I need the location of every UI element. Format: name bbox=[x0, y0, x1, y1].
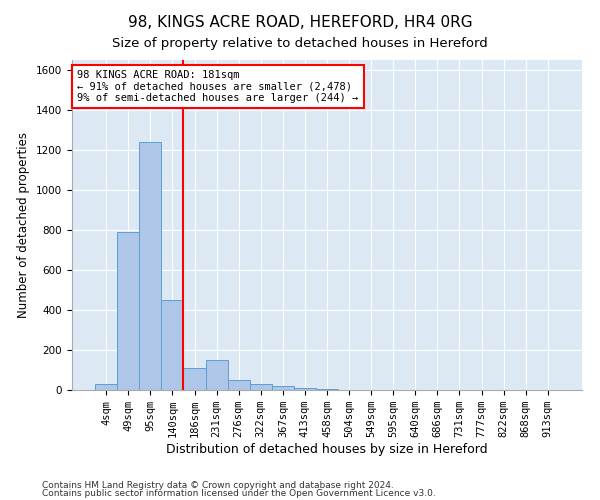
Text: Contains public sector information licensed under the Open Government Licence v3: Contains public sector information licen… bbox=[42, 489, 436, 498]
Y-axis label: Number of detached properties: Number of detached properties bbox=[17, 132, 31, 318]
Bar bbox=[272, 386, 294, 390]
Bar bbox=[117, 232, 139, 390]
Text: 98 KINGS ACRE ROAD: 181sqm
← 91% of detached houses are smaller (2,478)
9% of se: 98 KINGS ACRE ROAD: 181sqm ← 91% of deta… bbox=[77, 70, 358, 103]
Bar bbox=[161, 300, 184, 390]
Text: Size of property relative to detached houses in Hereford: Size of property relative to detached ho… bbox=[112, 38, 488, 51]
Bar bbox=[227, 380, 250, 390]
Bar bbox=[250, 384, 272, 390]
Bar bbox=[206, 360, 227, 390]
Text: 98, KINGS ACRE ROAD, HEREFORD, HR4 0RG: 98, KINGS ACRE ROAD, HEREFORD, HR4 0RG bbox=[128, 15, 472, 30]
Bar bbox=[184, 368, 206, 390]
Bar bbox=[139, 142, 161, 390]
Text: Contains HM Land Registry data © Crown copyright and database right 2024.: Contains HM Land Registry data © Crown c… bbox=[42, 480, 394, 490]
Bar bbox=[294, 388, 316, 390]
Bar bbox=[95, 384, 117, 390]
X-axis label: Distribution of detached houses by size in Hereford: Distribution of detached houses by size … bbox=[166, 443, 488, 456]
